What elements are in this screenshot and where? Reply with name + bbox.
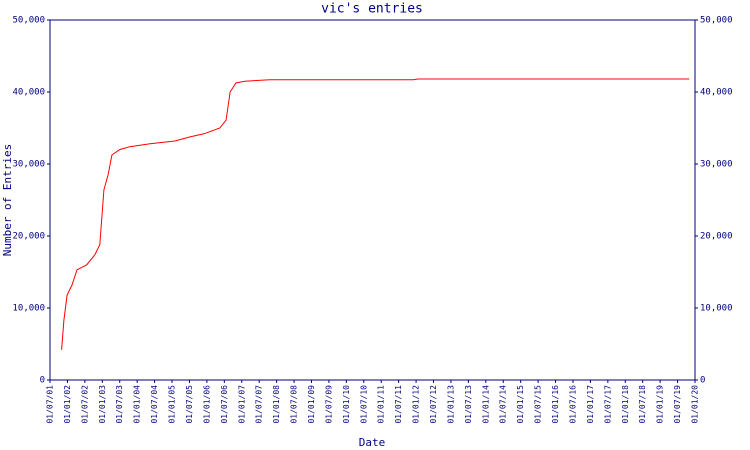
x-tick-label: 01/07/17 xyxy=(603,385,612,424)
x-tick-label: 01/01/02 xyxy=(63,385,72,424)
y2-tick-label: 10,000 xyxy=(700,304,733,314)
line xyxy=(61,78,690,350)
x-tick-label: 01/01/07 xyxy=(237,385,246,424)
x-tick-label: 01/07/06 xyxy=(220,385,229,424)
x-tick-label: 01/07/01 xyxy=(46,385,55,424)
x-tick-label: 01/01/08 xyxy=(272,385,281,424)
y2-tick-label: 40,000 xyxy=(700,88,733,98)
x-tick-label: 01/07/18 xyxy=(638,385,647,424)
y-tick-label: 40,000 xyxy=(12,88,45,98)
x-tick-label: 01/01/12 xyxy=(412,385,421,424)
y2-tick-label: 30,000 xyxy=(700,160,733,170)
x-tick-label: 01/01/04 xyxy=(133,385,142,424)
y-tick-label: 20,000 xyxy=(12,232,45,242)
x-tick-label: 01/07/02 xyxy=(80,385,89,424)
x-tick-label: 01/01/16 xyxy=(551,385,560,424)
chart-title: vic's entries xyxy=(321,2,423,17)
x-tick-label: 01/07/10 xyxy=(359,385,368,424)
x-axis-label: Date xyxy=(359,436,386,449)
x-tick-label: 01/01/03 xyxy=(98,385,107,424)
y2-tick-label: 0 xyxy=(700,376,705,386)
y-tick-label: 10,000 xyxy=(12,304,45,314)
y-tick-label: 50,000 xyxy=(12,16,45,26)
y2-tick-label: 50,000 xyxy=(700,16,733,26)
x-tick-label: 01/01/06 xyxy=(202,385,211,424)
x-tick-label: 01/07/09 xyxy=(324,385,333,424)
x-tick-label: 01/07/07 xyxy=(255,385,264,424)
x-tick-label: 01/01/17 xyxy=(586,385,595,424)
x-tick-label: 01/01/13 xyxy=(446,385,455,424)
x-tick-label: 01/01/10 xyxy=(342,385,351,424)
plot-frame xyxy=(49,19,696,381)
x-tick-label: 01/07/04 xyxy=(150,385,159,424)
y-tick-label: 0 xyxy=(40,376,45,386)
x-tick-label: 01/07/03 xyxy=(115,385,124,424)
x-tick-label: 01/01/09 xyxy=(307,385,316,424)
x-tick-label: 01/07/08 xyxy=(290,385,299,424)
x-tick-label: 01/01/11 xyxy=(377,385,386,424)
x-tick-label: 01/07/19 xyxy=(673,385,682,424)
x-tick-label: 01/07/15 xyxy=(534,385,543,424)
y-tick-label: 30,000 xyxy=(12,160,45,170)
x-tick-label: 01/07/13 xyxy=(464,385,473,424)
x-tick-label: 01/07/14 xyxy=(499,385,508,424)
x-tick-label: 01/01/20 xyxy=(691,385,700,424)
x-tick-label: 01/01/05 xyxy=(168,385,177,424)
x-tick-label: 01/07/11 xyxy=(394,385,403,424)
y2-tick-label: 20,000 xyxy=(700,232,733,242)
x-tick-label: 01/01/14 xyxy=(481,385,490,424)
y-axis-label: Number of Entries xyxy=(1,144,14,257)
x-tick-label: 01/01/19 xyxy=(656,385,665,424)
x-tick-label: 01/07/05 xyxy=(185,385,194,424)
x-tick-label: 01/07/16 xyxy=(568,385,577,424)
x-tick-label: 01/01/15 xyxy=(516,385,525,424)
x-tick-label: 01/01/18 xyxy=(621,385,630,424)
x-tick-label: 01/07/12 xyxy=(429,385,438,424)
